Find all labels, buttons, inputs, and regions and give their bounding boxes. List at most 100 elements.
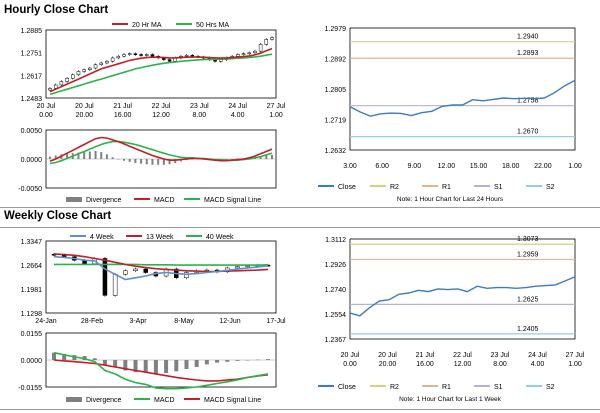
level-r2-value: 1.3073 — [517, 236, 539, 243]
x-tick-0: 20 Jul — [37, 103, 56, 110]
hourly-close-panel: 1.2979 1.2892 1.2805 1.2719 1.2632 3.00 6.00 9.… — [300, 18, 600, 206]
x-tick-2: 21 Jul — [416, 352, 435, 359]
x-tick-1: 28-Feb — [81, 318, 103, 325]
divergence-bar — [145, 159, 148, 165]
legend-s2-label: S2 — [546, 384, 555, 391]
divergence-bar — [174, 360, 179, 372]
legend-wk4-label: 4 Week — [90, 234, 114, 241]
candle-body — [190, 55, 195, 57]
legend-divergence-swatch — [66, 397, 82, 402]
x-tick-6-b: 1.00 — [568, 361, 582, 368]
candle-body — [102, 258, 108, 296]
candle-body — [253, 50, 257, 54]
legend-divergence-swatch — [66, 197, 82, 202]
divergence-bar — [113, 360, 118, 367]
divergence-bar — [123, 159, 125, 161]
wk4-line — [53, 255, 269, 281]
candle-body — [65, 77, 69, 82]
legend-signal-label: MACD Signal Line — [204, 197, 261, 204]
y-tick-4: 1.2632 — [325, 148, 347, 155]
y-tick-1: 1.2664 — [21, 263, 43, 270]
candle-body — [167, 59, 172, 62]
candle-body — [59, 81, 64, 86]
divergence-bar — [117, 159, 120, 160]
plot-frame — [45, 240, 277, 314]
x-tick-5: 24 Jul — [528, 352, 547, 359]
candle-body — [264, 39, 269, 45]
candle-body — [241, 53, 246, 55]
candle-body — [112, 274, 118, 296]
x-tick-1-b: 20.00 — [76, 112, 94, 119]
candle-body — [122, 54, 126, 57]
weekly-macd-panel: 0.0155 0.0000 -0.0155 Divergence MACD MACD Si… — [0, 329, 300, 409]
legend-s2-label: S2 — [546, 184, 555, 191]
x-tick-6: 27 Jul — [267, 103, 286, 110]
hourly-candle-panel: 1.2885 1.2751 1.2617 1.2483 20 Jul 0.00 20 Jul… — [0, 18, 300, 126]
legend-r1-label: R1 — [442, 384, 451, 391]
x-tick-2: 9.00 — [407, 163, 421, 170]
hourly-section-title: Hourly Close Chart — [4, 4, 109, 16]
divergence-bar — [54, 155, 57, 159]
legend-signal-label: MACD Signal Line — [204, 397, 261, 404]
level-r1-value: 1.2959 — [517, 252, 539, 259]
divergence-bar — [62, 353, 67, 360]
x-tick-1: 20 Jul — [75, 103, 94, 110]
weekly-close-panel: 1.3112 1.2926 1.2740 1.2554 1.2367 20 Jul 0.00… — [300, 229, 600, 409]
section-divider-top — [0, 207, 600, 208]
divergence-bar — [236, 158, 239, 159]
divergence-bar — [134, 159, 137, 164]
y-tick-2: -0.0050 — [18, 186, 42, 193]
legend-s1-label: S1 — [494, 384, 503, 391]
y-tick-3: 1.2554 — [325, 312, 347, 319]
x-tick-2: 3-Apr — [129, 318, 147, 325]
wk13-line — [53, 253, 269, 273]
candle-body — [184, 272, 189, 279]
y-tick-0: 1.3347 — [21, 239, 43, 246]
x-tick-6: 27 Jul — [566, 352, 585, 359]
x-tick-3-b: 12.00 — [152, 112, 170, 119]
divergence-bar — [123, 360, 128, 371]
level-s2-value: 1.2670 — [517, 129, 539, 136]
legend-r1-label: R1 — [442, 184, 451, 191]
level-s1-value: 1.2758 — [517, 98, 539, 105]
x-tick-0: 20 Jul — [341, 352, 360, 359]
x-tick-3: 12.00 — [438, 163, 456, 170]
divergence-bar — [204, 360, 209, 365]
level-s1-value: 1.2625 — [517, 296, 539, 303]
y-tick-0: 1.3112 — [325, 237, 346, 244]
level-r2-value: 1.2940 — [517, 34, 539, 41]
candle-body — [88, 67, 92, 71]
x-tick-4: 15.00 — [470, 163, 488, 170]
candle-body — [48, 88, 52, 91]
x-tick-6-b: 1.00 — [269, 112, 283, 119]
hourly-close-chart: 1.2979 1.2892 1.2805 1.2719 1.2632 3.00 6.00 9.… — [318, 26, 582, 203]
y-tick-1: 1.2926 — [325, 262, 347, 269]
divergence-bar — [100, 152, 103, 159]
legend-ma20-label: 20 Hr MA — [132, 22, 162, 29]
x-tick-4: 12-Jun — [219, 318, 241, 325]
divergence-bar — [184, 360, 189, 370]
x-tick-3: 22 Jul — [152, 103, 171, 110]
x-tick-1: 6.00 — [375, 163, 389, 170]
divergence-bar — [235, 360, 240, 361]
divergence-bar — [128, 159, 131, 162]
candle-body — [127, 53, 132, 55]
divergence-bar — [157, 159, 160, 165]
x-tick-4: 23 Jul — [491, 352, 510, 359]
y-tick-4: 1.2367 — [325, 337, 347, 344]
candle-body — [258, 44, 263, 52]
x-tick-3-b: 12.00 — [454, 361, 472, 368]
x-tick-7: 1.00 — [568, 163, 582, 170]
candle-body — [143, 268, 148, 273]
legend-wk40-label: 40 Week — [206, 234, 234, 241]
y-tick-0: 1.2885 — [21, 28, 43, 35]
x-tick-5: 24 Jul — [228, 103, 247, 110]
divergence-bar — [266, 359, 270, 360]
candle-body — [53, 84, 58, 89]
divergence-bar — [111, 157, 114, 159]
legend-divergence-label: Divergence — [86, 197, 122, 204]
divergence-bar — [271, 154, 273, 159]
legend-r2-label: R2 — [390, 184, 399, 191]
divergence-bar — [197, 159, 199, 160]
legend-macd-label: MACD — [154, 397, 175, 404]
